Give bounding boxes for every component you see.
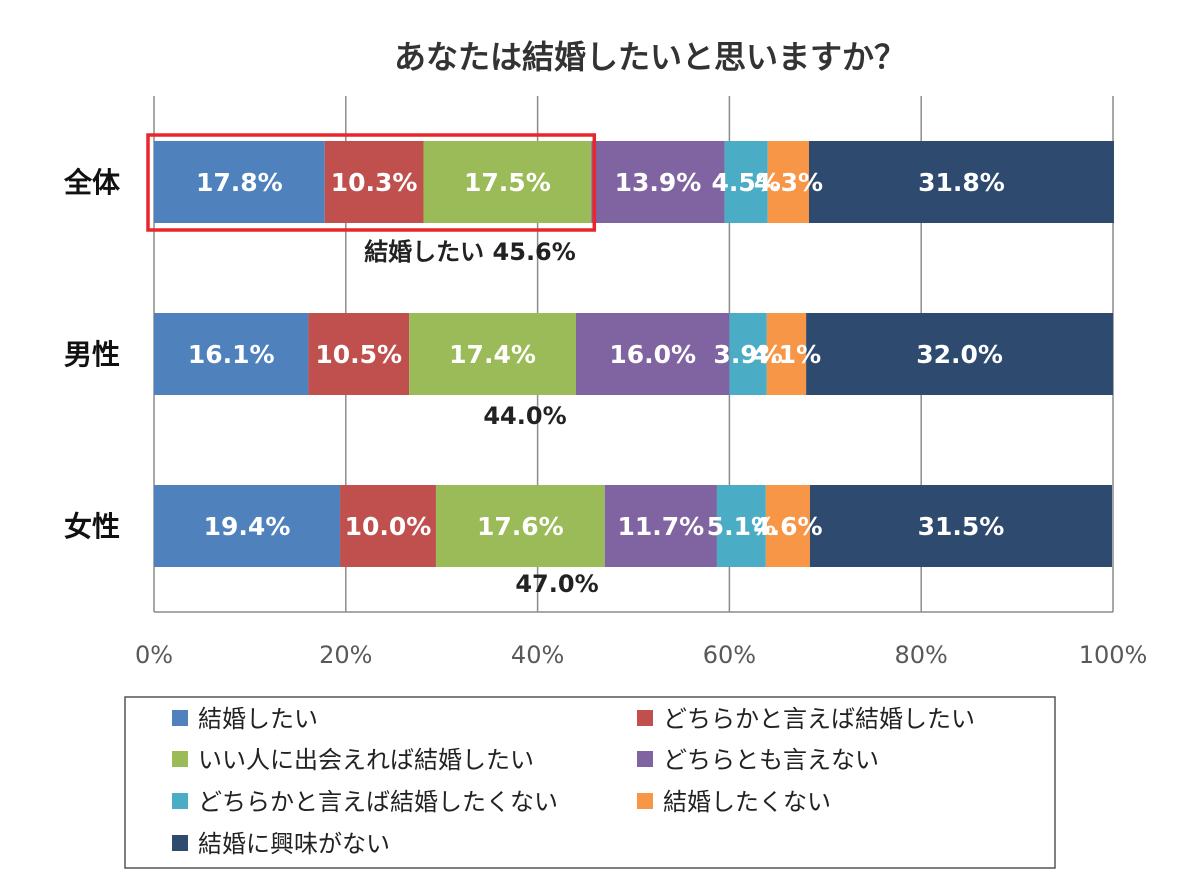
legend-swatch xyxy=(637,710,653,726)
x-tick-label: 0% xyxy=(135,641,173,669)
legend-swatch xyxy=(172,835,188,851)
legend-label: 結婚したくない xyxy=(663,788,831,816)
bar-segment xyxy=(423,141,592,223)
category-label: 全体 xyxy=(63,166,121,199)
bar-segment xyxy=(766,313,807,395)
bar-value-label: 11.7% xyxy=(617,512,704,541)
legend-label: 結婚に興味がない xyxy=(198,830,390,858)
bar-value-label: 17.6% xyxy=(477,512,564,541)
category-label: 女性 xyxy=(64,510,120,543)
data-labels: 17.8% 10.3% 17.5% 13.9% 4.5%4.3% 31.8% 16.1% 10… xyxy=(188,168,1005,541)
bar-segment xyxy=(724,141,768,223)
sum-annotation: 47.0% xyxy=(515,570,598,598)
bar-segment xyxy=(809,485,1113,567)
bar-segment xyxy=(340,485,436,567)
bar-segment xyxy=(765,485,810,567)
highlight-box xyxy=(146,133,597,232)
bar-value-label: 17.4% xyxy=(449,340,536,369)
legend-label: いい人に出会えれば結婚したい xyxy=(198,746,534,774)
x-axis-tick-labels: 0% 20% 40% 60% 80% 100% xyxy=(135,641,1147,669)
legend-swatch xyxy=(172,710,188,726)
bar-value-label: 10.0% xyxy=(345,512,432,541)
bar-value-label: 3.9% xyxy=(713,340,782,369)
bar-segment xyxy=(308,313,410,395)
category-label: 男性 xyxy=(64,338,120,371)
sum-annotation: 44.0% xyxy=(483,402,566,430)
bar-value-label: 16.0% xyxy=(609,340,696,369)
sum-annotation: 結婚したい 45.6% xyxy=(364,238,576,266)
bar-segment xyxy=(729,313,767,395)
bar-segment xyxy=(806,313,1113,395)
bar-segment xyxy=(575,313,730,395)
legend-label: どちらかと言えば結婚したい xyxy=(663,705,975,733)
bars xyxy=(154,141,1114,567)
bar-value-label: 4.6% xyxy=(753,512,822,541)
x-tick-label: 100% xyxy=(1079,641,1148,669)
bar-segment xyxy=(808,141,1114,223)
bar-value-label: 31.5% xyxy=(918,512,1005,541)
annotations: 結婚したい 45.6% 44.0% 47.0% xyxy=(146,133,599,598)
chart-title: あなたは結婚したいと思いますか？ xyxy=(394,38,906,76)
bar-value-label: 16.1% xyxy=(188,340,275,369)
x-tick-label: 20% xyxy=(319,641,372,669)
bar-value-label: 4.3% xyxy=(754,168,823,197)
bar-value-label: 10.3% xyxy=(331,168,418,197)
legend-swatch xyxy=(637,751,653,767)
legend-swatch xyxy=(172,751,188,767)
legend-label: 結婚したい xyxy=(198,705,318,733)
bar-segment xyxy=(767,141,809,223)
legend-swatch xyxy=(637,793,653,809)
bar-value-label: 17.5% xyxy=(464,168,551,197)
bar-value-label: 10.5% xyxy=(315,340,402,369)
bar-segment xyxy=(435,485,605,567)
bar-segment xyxy=(154,141,325,223)
bar-value-label: 19.4% xyxy=(204,512,291,541)
bar-segment xyxy=(591,141,725,223)
x-tick-label: 40% xyxy=(511,641,564,669)
bar-value-label: 31.8% xyxy=(918,168,1005,197)
bar-value-label: 5.1% xyxy=(707,512,776,541)
legend-swatch xyxy=(172,793,188,809)
legend-box xyxy=(124,696,1056,869)
bar-value-label: 4.1% xyxy=(752,340,821,369)
bar-segment xyxy=(324,141,424,223)
x-tick-label: 80% xyxy=(895,641,948,669)
legend-label: どちらとも言えない xyxy=(663,746,879,774)
bar-value-label: 4.5% xyxy=(712,168,781,197)
bar-segment xyxy=(154,485,341,567)
bar-segment xyxy=(604,485,717,567)
legend-label: どちらかと言えば結婚したくない xyxy=(198,788,558,816)
bar-value-label: 32.0% xyxy=(916,340,1003,369)
bar-segment xyxy=(154,313,309,395)
bar-value-label: 13.9% xyxy=(615,168,702,197)
bar-segment xyxy=(716,485,766,567)
bar-segment xyxy=(409,313,576,395)
bar-value-label: 17.8% xyxy=(196,168,283,197)
x-tick-label: 60% xyxy=(703,641,756,669)
